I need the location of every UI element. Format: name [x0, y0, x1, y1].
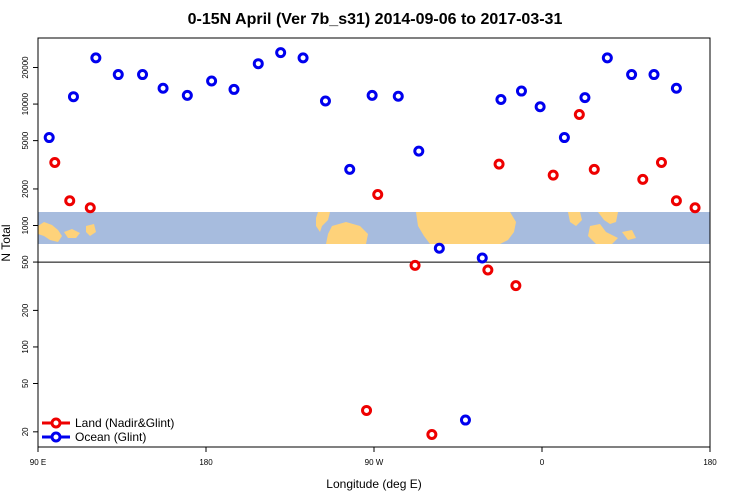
land-point: [409, 259, 421, 271]
ocean-point: [648, 69, 660, 81]
ocean-point: [601, 52, 613, 64]
land-point: [49, 157, 61, 169]
y-tick-label: 100: [21, 340, 30, 354]
y-tick-label: 1000: [21, 216, 30, 234]
land-point: [689, 202, 701, 214]
y-tick-label: 20000: [21, 56, 30, 79]
x-tick-label: 0: [540, 458, 545, 467]
ocean-point: [228, 83, 240, 95]
ocean-point: [433, 242, 445, 254]
land-point: [637, 173, 649, 185]
ocean-point: [392, 90, 404, 102]
land-point: [670, 195, 682, 207]
legend-marker-ocean: [50, 431, 62, 443]
land-point: [372, 189, 384, 201]
series-ocean-points: [43, 47, 682, 426]
x-tick-label: 90 E: [30, 458, 46, 467]
land-point: [493, 158, 505, 170]
ocean-point: [252, 58, 264, 70]
ocean-point: [344, 163, 356, 175]
x-axis: 90 E 180 90 W 0 180: [30, 447, 717, 467]
ocean-point: [413, 145, 425, 157]
y-tick-label: 20: [21, 427, 30, 436]
ocean-point: [206, 75, 218, 87]
land-point: [64, 195, 76, 207]
ocean-point: [43, 132, 55, 144]
legend: Land (Nadir&Glint) Ocean (Glint): [42, 416, 174, 444]
land-point: [547, 169, 559, 181]
ocean-point: [558, 132, 570, 144]
ocean-point: [112, 69, 124, 81]
map-land-africa: [416, 212, 516, 244]
ocean-point: [90, 52, 102, 64]
map-land-indonesia: [588, 224, 636, 244]
x-tick-label: 180: [199, 458, 213, 467]
legend-marker-land: [50, 417, 62, 429]
ocean-point: [534, 101, 546, 113]
x-tick-label: 90 W: [365, 458, 384, 467]
ocean-point: [459, 414, 471, 426]
ocean-point: [476, 252, 488, 264]
legend-label-ocean: Ocean (Glint): [75, 430, 146, 444]
land-point: [510, 280, 522, 292]
ocean-point: [137, 69, 149, 81]
y-tick-label: 10000: [21, 92, 30, 115]
map-land-central-america: [316, 212, 330, 232]
ocean-point: [67, 91, 79, 103]
ocean-point: [275, 47, 287, 59]
ocean-point: [626, 69, 638, 81]
y-axis-title: N Total: [0, 224, 13, 261]
map-land-south-america: [326, 222, 368, 244]
y-tick-label: 5000: [21, 131, 30, 149]
x-tick-label: 180: [703, 458, 717, 467]
map-land-india-sea: [568, 212, 618, 226]
x-axis-title: Longitude (deg E): [326, 477, 421, 491]
y-axis: 20 50 100 200 500 1000 2000 5000 10000 20000: [21, 56, 38, 436]
y-tick-label: 500: [21, 255, 30, 269]
land-point: [573, 109, 585, 121]
ocean-point: [297, 52, 309, 64]
y-tick-label: 50: [21, 379, 30, 388]
land-point: [588, 163, 600, 175]
y-tick-label: 2000: [21, 180, 30, 198]
map-land-maritime-continent: [38, 222, 96, 242]
land-point: [361, 404, 373, 416]
ocean-point: [579, 92, 591, 104]
ocean-point: [515, 85, 527, 97]
ocean-point: [366, 89, 378, 101]
chart-title: 0-15N April (Ver 7b_s31) 2014-09-06 to 2…: [188, 11, 563, 28]
ocean-point: [319, 95, 331, 107]
land-point: [84, 202, 96, 214]
land-point: [655, 157, 667, 169]
series-land-points: [49, 109, 701, 441]
legend-label-land: Land (Nadir&Glint): [75, 416, 174, 430]
ocean-point: [495, 94, 507, 106]
ocean-point: [670, 82, 682, 94]
land-point: [426, 429, 438, 441]
ocean-point: [157, 82, 169, 94]
ocean-point: [181, 89, 193, 101]
map-inset: [38, 212, 710, 244]
y-tick-label: 200: [21, 303, 30, 317]
land-point: [482, 264, 494, 276]
